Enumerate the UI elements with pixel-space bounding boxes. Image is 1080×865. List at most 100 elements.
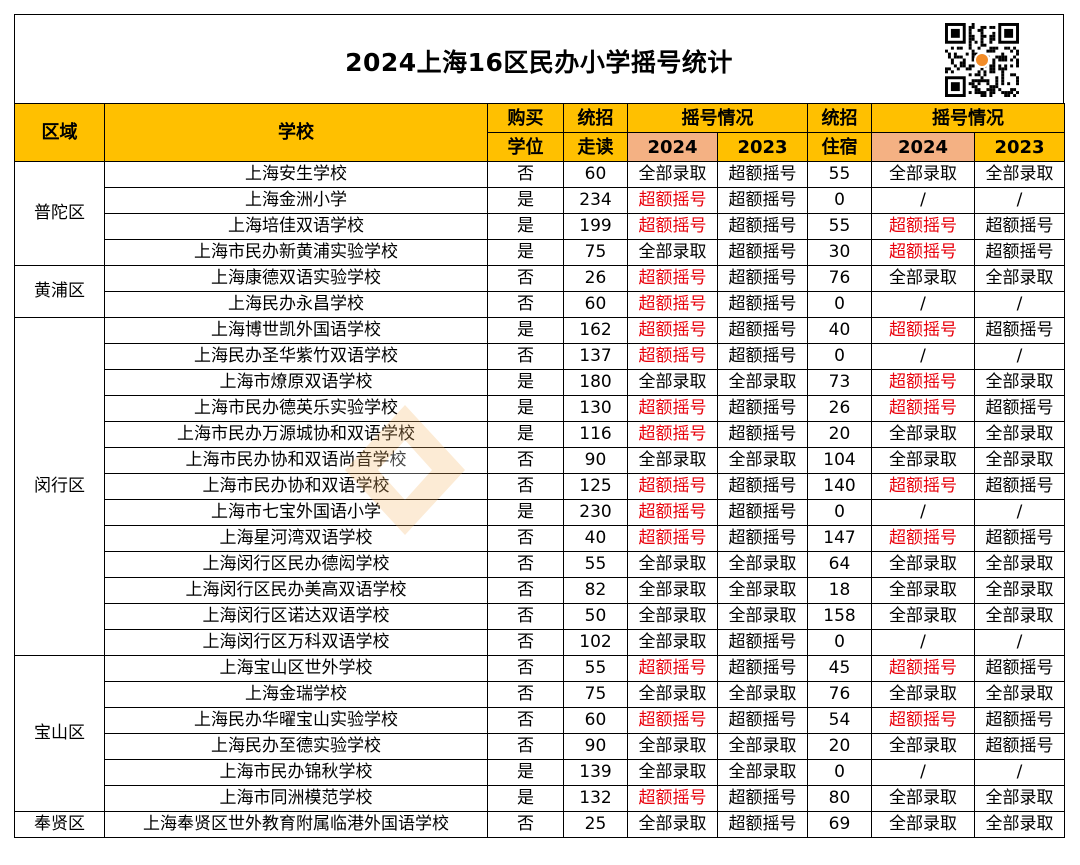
board-lottery-2023-cell: 全部录取	[974, 577, 1065, 604]
table-row: 上海市民办德英乐实验学校是 130 超额摇号 超额摇号 26 超额摇号 超额摇号	[15, 395, 1065, 422]
table-row: 上海闵行区民办德闳学校否 55 全部录取 全部录取 64 全部录取 全部录取	[15, 551, 1065, 578]
day-lottery-2023-cell: 超额摇号	[717, 811, 808, 838]
day-lottery-2023-cell: 超额摇号	[717, 187, 808, 214]
buy-seat-cell: 否	[487, 525, 564, 552]
school-cell: 上海奉贤区世外教育附属临港外国语学校	[104, 811, 488, 838]
board-lottery-2024-cell: 超额摇号	[871, 317, 975, 344]
table-row: 上海培佳双语学校是 199 超额摇号 超额摇号 55 超额摇号 超额摇号	[15, 213, 1065, 240]
board-lottery-2024-cell: 超额摇号	[871, 213, 975, 240]
board-lottery-2024-cell: /	[871, 291, 975, 318]
buy-seat-cell: 否	[487, 629, 564, 656]
buy-seat-cell: 否	[487, 707, 564, 734]
table-row: 上海市民办锦秋学校是 139 全部录取 全部录取 0//	[15, 759, 1065, 786]
day-quota-cell: 180	[563, 369, 628, 396]
school-cell: 上海市燎原双语学校	[104, 369, 488, 396]
day-lottery-2024-cell: 超额摇号	[627, 707, 718, 734]
day-lottery-2024-cell: 超额摇号	[627, 655, 718, 682]
board-lottery-2023-cell: 超额摇号	[974, 655, 1065, 682]
board-lottery-2024-cell: 超额摇号	[871, 707, 975, 734]
table-row: 上海民办至德实验学校否 90 全部录取 全部录取 20 全部录取 超额摇号	[15, 733, 1065, 760]
board-quota-cell: 73	[807, 369, 872, 396]
day-lottery-2023-cell: 全部录取	[717, 369, 808, 396]
board-quota-cell: 147	[807, 525, 872, 552]
board-quota-cell: 140	[807, 473, 872, 500]
school-cell: 上海星河湾双语学校	[104, 525, 488, 552]
board-lottery-2023-cell: 超额摇号	[974, 525, 1065, 552]
buy-seat-cell: 是	[487, 785, 564, 812]
board-lottery-2024-cell: 全部录取	[871, 811, 975, 838]
school-cell: 上海闵行区诺达双语学校	[104, 603, 488, 630]
day-lottery-2024-cell: 超额摇号	[627, 473, 718, 500]
board-lottery-2024-cell: 超额摇号	[871, 395, 975, 422]
day-quota-cell: 139	[563, 759, 628, 786]
buy-seat-cell: 否	[487, 161, 564, 188]
board-lottery-2024-cell: 全部录取	[871, 785, 975, 812]
board-lottery-2023-cell: 超额摇号	[974, 395, 1065, 422]
buy-seat-cell: 否	[487, 603, 564, 630]
day-lottery-2024-cell: 超额摇号	[627, 343, 718, 370]
buy-seat-cell: 是	[487, 369, 564, 396]
board-quota-cell: 30	[807, 239, 872, 266]
school-cell: 上海市民办协和双语尚音学校	[104, 447, 488, 474]
school-cell: 上海闵行区民办德闳学校	[104, 551, 488, 578]
board-lottery-2024-cell: 超额摇号	[871, 369, 975, 396]
buy-seat-cell: 否	[487, 291, 564, 318]
table-row: 上海民办永昌学校否 60 超额摇号 超额摇号 0//	[15, 291, 1065, 318]
board-lottery-2023-cell: 全部录取	[974, 811, 1065, 838]
day-lottery-2024-cell: 全部录取	[627, 577, 718, 604]
board-quota-cell: 20	[807, 733, 872, 760]
buy-seat-cell: 是	[487, 317, 564, 344]
table-row: 上海市民办新黄浦实验学校是 75 全部录取 超额摇号 30 超额摇号 超额摇号	[15, 239, 1065, 266]
board-quota-cell: 76	[807, 265, 872, 292]
board-lottery-2023-cell: 全部录取	[974, 785, 1065, 812]
board-quota-cell: 76	[807, 681, 872, 708]
table-row: 上海市民办协和双语尚音学校否 90 全部录取 全部录取 104 全部录取 全部录取	[15, 447, 1065, 474]
header-year-2024-board: 2024	[871, 132, 975, 162]
board-lottery-2024-cell: 全部录取	[871, 681, 975, 708]
board-quota-cell: 40	[807, 317, 872, 344]
buy-seat-cell: 否	[487, 811, 564, 838]
board-quota-cell: 55	[807, 161, 872, 188]
day-quota-cell: 199	[563, 213, 628, 240]
day-quota-cell: 125	[563, 473, 628, 500]
school-cell: 上海市民办锦秋学校	[104, 759, 488, 786]
buy-seat-cell: 是	[487, 213, 564, 240]
table-row: 上海民办华曜宝山实验学校否 60 超额摇号 超额摇号 54 超额摇号 超额摇号	[15, 707, 1065, 734]
board-lottery-2023-cell: 全部录取	[974, 551, 1065, 578]
header-district: 区域	[14, 103, 105, 162]
day-lottery-2023-cell: 超额摇号	[717, 291, 808, 318]
school-cell: 上海市民办德英乐实验学校	[104, 395, 488, 422]
header-board-quota-2: 住宿	[807, 132, 872, 162]
board-quota-cell: 0	[807, 759, 872, 786]
board-lottery-2023-cell: 超额摇号	[974, 733, 1065, 760]
table-row: 闵行区 上海博世凯外国语学校是 162 超额摇号 超额摇号 40 超额摇号 超额摇号	[14, 317, 1065, 656]
school-cell: 上海市民办协和双语学校	[104, 473, 488, 500]
day-lottery-2023-cell: 全部录取	[717, 603, 808, 630]
day-lottery-2024-cell: 全部录取	[627, 629, 718, 656]
table-row: 上海市民办协和双语学校否 125 超额摇号 超额摇号 140 超额摇号 超额摇号	[15, 473, 1065, 500]
page-title: 2024上海16区民办小学摇号统计	[345, 48, 733, 77]
day-lottery-2024-cell: 超额摇号	[627, 265, 718, 292]
buy-seat-cell: 否	[487, 733, 564, 760]
header-year-2024-day: 2024	[627, 132, 718, 162]
board-lottery-2024-cell: 超额摇号	[871, 655, 975, 682]
school-cell: 上海市民办新黄浦实验学校	[104, 239, 488, 266]
day-lottery-2024-cell: 全部录取	[627, 733, 718, 760]
board-lottery-2023-cell: /	[974, 187, 1065, 214]
board-lottery-2023-cell: 全部录取	[974, 447, 1065, 474]
school-cell: 上海民办至德实验学校	[104, 733, 488, 760]
board-lottery-2023-cell: /	[974, 629, 1065, 656]
day-quota-cell: 60	[563, 707, 628, 734]
day-lottery-2023-cell: 超额摇号	[717, 343, 808, 370]
board-lottery-2024-cell: 超额摇号	[871, 239, 975, 266]
day-lottery-2024-cell: 超额摇号	[627, 213, 718, 240]
board-lottery-2023-cell: /	[974, 759, 1065, 786]
board-quota-cell: 20	[807, 421, 872, 448]
board-quota-cell: 158	[807, 603, 872, 630]
buy-seat-cell: 否	[487, 473, 564, 500]
day-quota-cell: 55	[563, 655, 628, 682]
table-row: 上海闵行区民办美高双语学校否 82 全部录取 全部录取 18 全部录取 全部录取	[15, 577, 1065, 604]
buy-seat-cell: 是	[487, 759, 564, 786]
day-quota-cell: 60	[563, 291, 628, 318]
day-lottery-2023-cell: 全部录取	[717, 447, 808, 474]
